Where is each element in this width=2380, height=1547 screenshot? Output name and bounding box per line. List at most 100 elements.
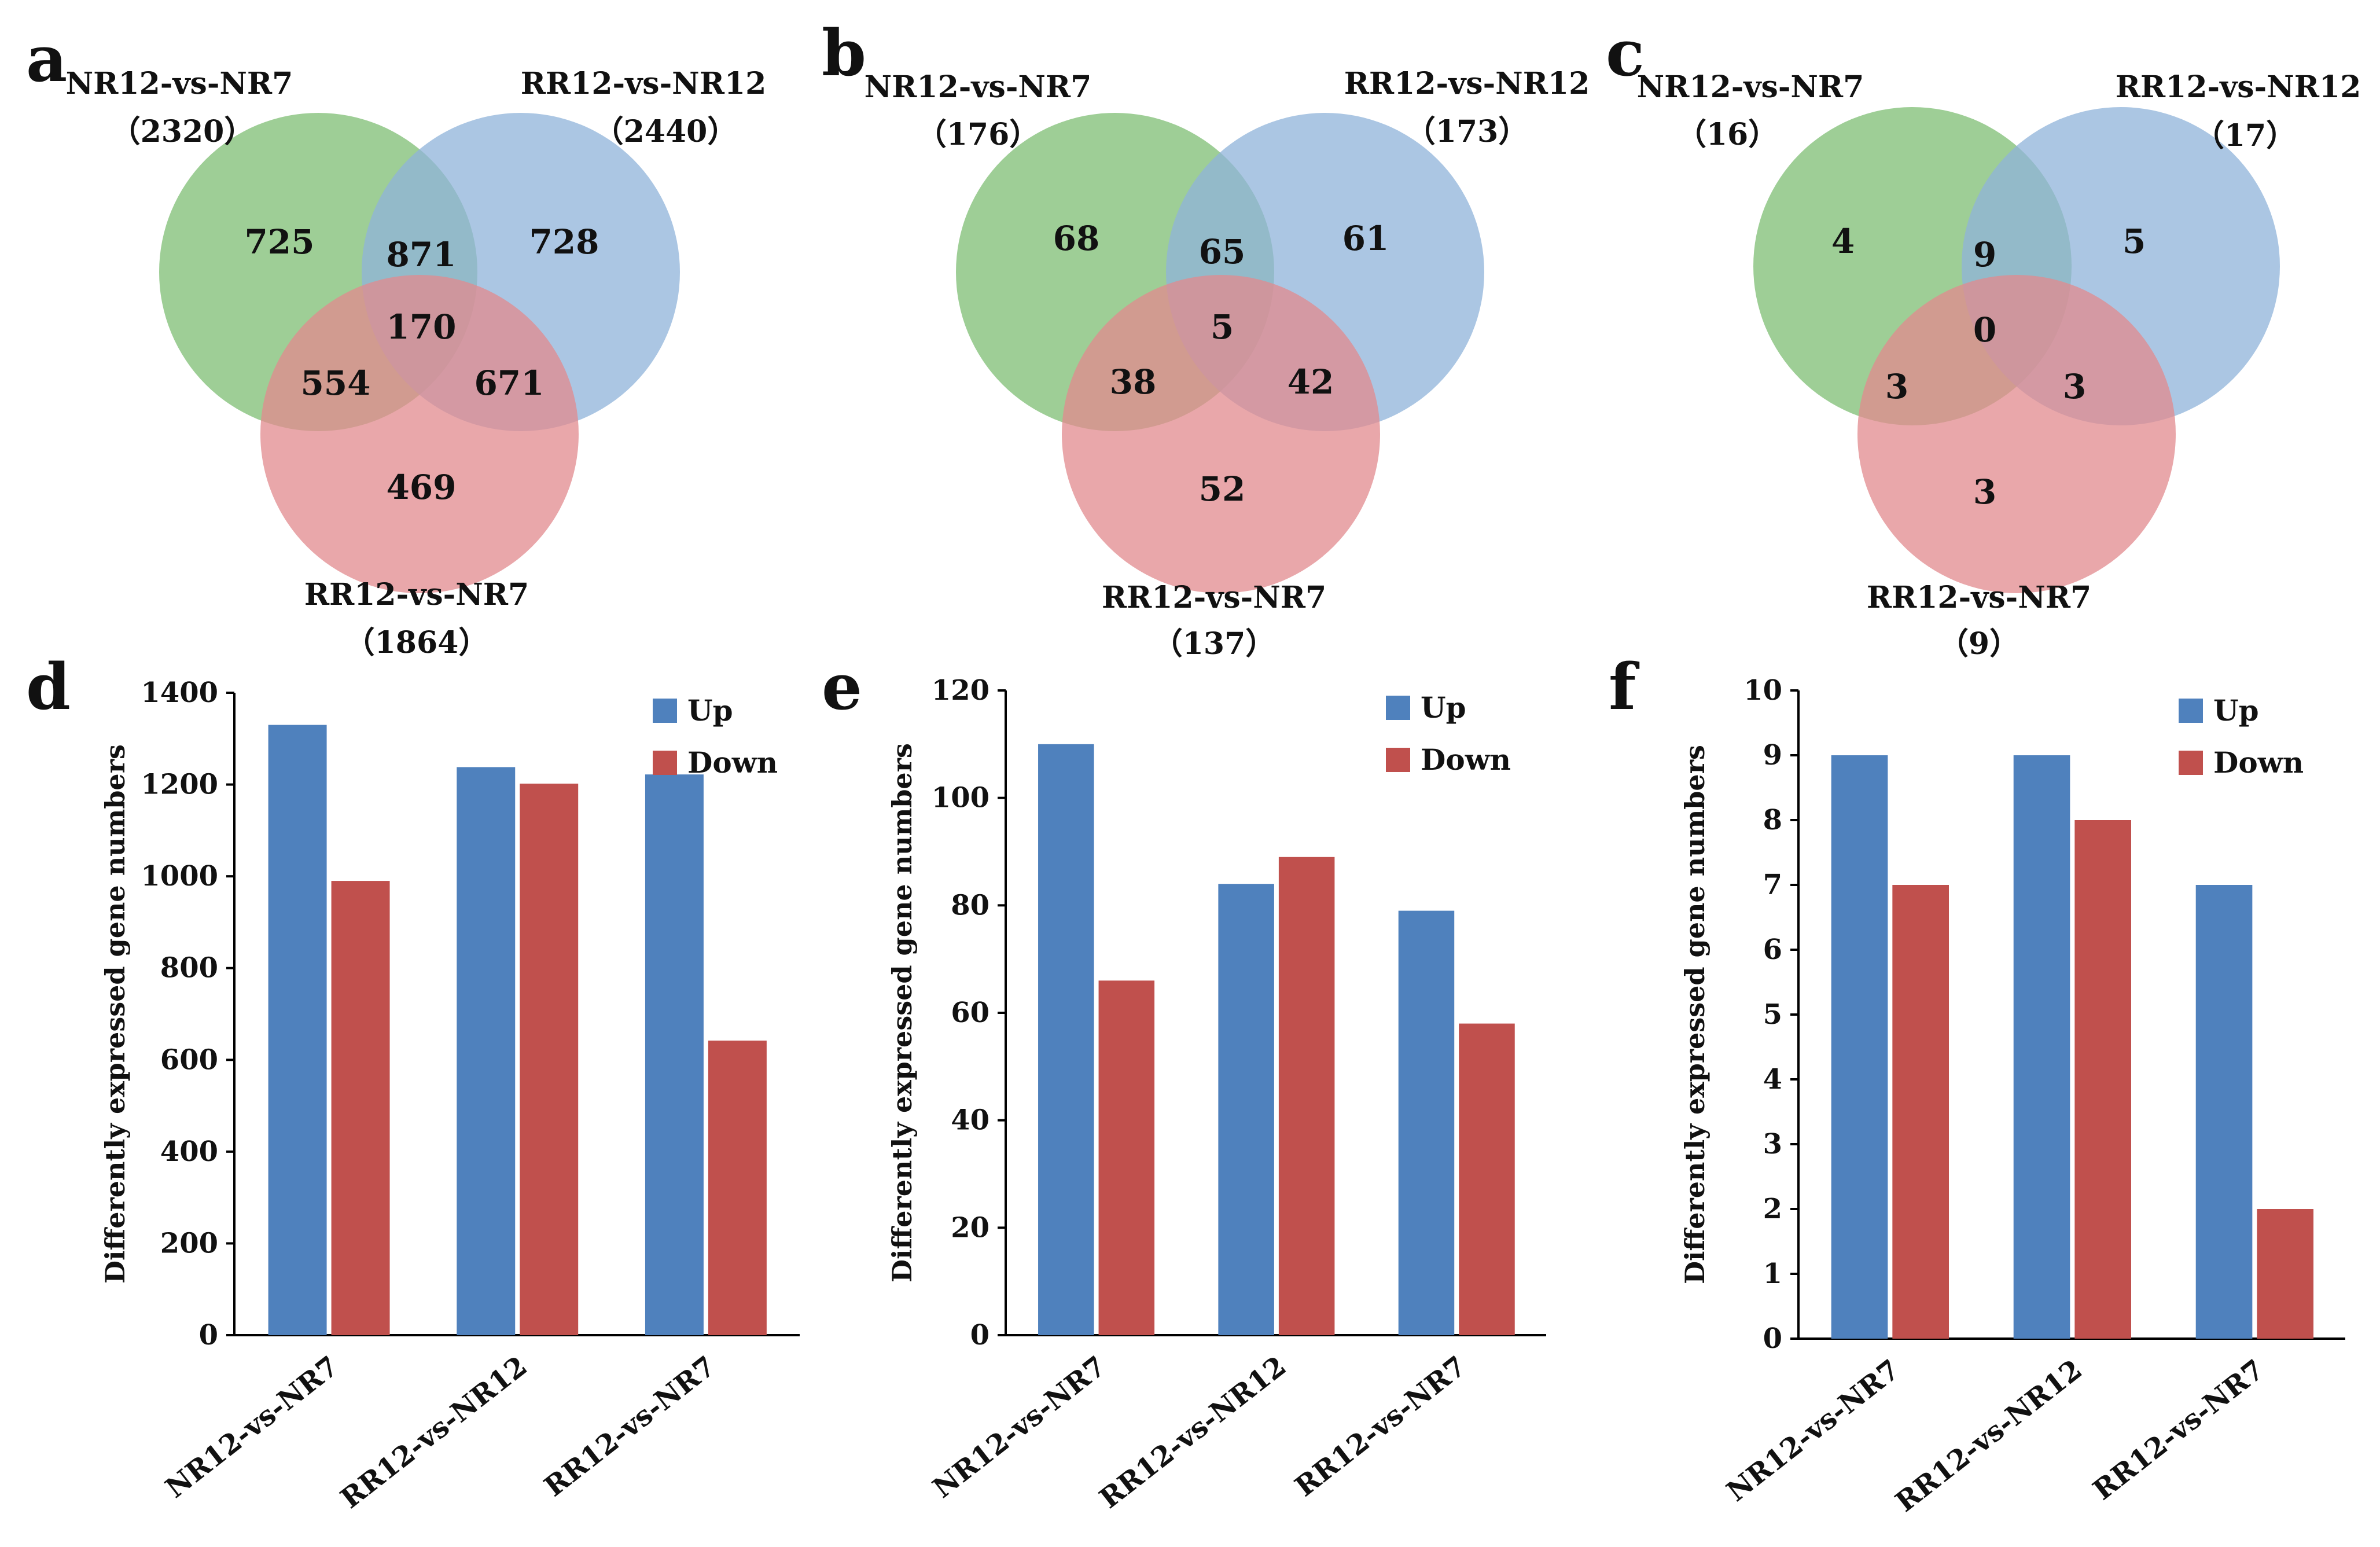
legend-swatch-down	[2179, 751, 2203, 775]
legend-label-up: Up	[1421, 690, 1466, 725]
y-tick-label: 1000	[141, 860, 218, 892]
venn-a-panel-letter: a	[26, 21, 67, 96]
y-tick-label: 800	[160, 952, 218, 984]
legend-label-down: Down	[2213, 745, 2304, 780]
venn-b-set-a-total: （176）	[917, 117, 1040, 152]
venn-b-region-ac: 38	[1110, 362, 1157, 402]
venn-b-set-c-total: （137）	[1153, 626, 1276, 662]
venn-b-region-ab: 65	[1199, 232, 1246, 271]
bar-down-nr12-vs-nr7	[331, 881, 390, 1335]
venn-a-set-b-name: RR12-vs-NR12	[521, 66, 767, 101]
bar-down-rr12-vs-nr12	[1278, 857, 1335, 1335]
venn-a-set-b-total: （2440）	[594, 114, 738, 149]
venn-b-region-c-only: 52	[1199, 469, 1246, 509]
y-tick-label: 4	[1763, 1063, 1782, 1096]
legend-swatch-up	[653, 699, 677, 723]
venn-a-set-a-total: （2320）	[111, 114, 255, 149]
venn-a-circle-set-c	[260, 275, 579, 593]
bar-up-nr12-vs-nr7	[268, 725, 327, 1335]
bar-down-rr12-vs-nr7	[1459, 1023, 1515, 1335]
y-tick-label: 5	[1763, 998, 1782, 1031]
venn-a-region-bc: 671	[474, 363, 544, 403]
venn-c-region-abc: 0	[1973, 310, 1996, 350]
y-tick-label: 7	[1763, 869, 1782, 901]
venn-panel-c: c NR12-vs-NR7 （16） RR12-vs-NR12 （17） RR1…	[1606, 16, 2361, 662]
y-tick-label: 80	[951, 889, 989, 921]
bar-up-rr12-vs-nr7	[645, 774, 704, 1335]
y-tick-label: 6	[1763, 934, 1782, 966]
legend-label-down: Down	[1421, 743, 1511, 777]
chart-e-panel-letter: e	[822, 649, 862, 724]
bar-up-nr12-vs-nr7	[1038, 744, 1094, 1335]
y-tick-label: 3	[1763, 1128, 1782, 1160]
legend-label-up: Up	[2213, 693, 2259, 727]
venn-c-region-bc: 3	[2063, 367, 2086, 406]
bar-up-rr12-vs-nr12	[457, 767, 516, 1335]
venn-c-set-c-total: （9）	[1938, 626, 2019, 662]
venn-b-region-b-only: 61	[1342, 219, 1389, 258]
chart-f-panel-letter: f	[1609, 649, 1640, 724]
venn-c-set-a-name: NR12-vs-NR7	[1637, 69, 1864, 105]
venn-c-set-c-name: RR12-vs-NR7	[1867, 580, 2091, 615]
venn-panel-a: a NR12-vs-NR7 （2320） RR12-vs-NR12 （2440）…	[26, 21, 766, 660]
venn-b-region-a-only: 68	[1053, 219, 1100, 258]
bar-chart-e: e 0 20 40 60 80 100 120 Differently expressed ge…	[822, 649, 1546, 1515]
y-tick-label: 600	[160, 1043, 218, 1076]
y-axis-label: Differently expressed gene numbers	[100, 744, 131, 1284]
venn-c-set-b-total: （17）	[2194, 118, 2296, 153]
y-axis-label: Differently expressed gene numbers	[886, 743, 918, 1283]
venn-c-region-ab: 9	[1973, 235, 1996, 274]
y-tick-label: 400	[160, 1136, 218, 1168]
venn-b-region-bc: 42	[1288, 362, 1334, 402]
venn-a-set-c-total: （1864）	[345, 625, 489, 660]
venn-b-set-b-name: RR12-vs-NR12	[1344, 66, 1590, 101]
venn-b-circle-set-c	[1062, 275, 1380, 593]
y-tick-label: 1200	[141, 769, 218, 801]
bar-down-rr12-vs-nr12	[520, 783, 579, 1335]
y-tick-label: 20	[951, 1211, 989, 1244]
legend-swatch-down	[653, 751, 677, 775]
venn-b-set-c-name: RR12-vs-NR7	[1102, 580, 1326, 615]
venn-c-region-ac: 3	[1885, 367, 1908, 406]
bar-up-rr12-vs-nr7	[1398, 910, 1455, 1335]
venn-c-set-a-total: （16）	[1676, 117, 1778, 152]
venn-a-region-ac: 554	[300, 363, 370, 403]
y-tick-label: 1400	[141, 677, 218, 709]
venn-a-region-c-only: 469	[386, 468, 456, 507]
venn-a-region-ab: 871	[386, 235, 456, 274]
venn-b-set-b-total: （173）	[1406, 114, 1529, 149]
y-tick-label: 200	[160, 1227, 218, 1259]
venn-a-set-a-name: NR12-vs-NR7	[66, 66, 293, 101]
venn-b-panel-letter: b	[822, 16, 866, 90]
legend-label-up: Up	[687, 693, 733, 727]
bar-chart-d: d 0 200 400 600 800 1000 1200 1400 Differently ex…	[26, 649, 800, 1515]
bar-up-rr12-vs-nr12	[2013, 755, 2070, 1339]
legend-swatch-up	[2179, 699, 2203, 723]
venn-b-region-abc: 5	[1211, 307, 1234, 347]
chart-d-panel-letter: d	[26, 649, 71, 724]
legend-label-down: Down	[687, 745, 778, 780]
venn-a-set-c-name: RR12-vs-NR7	[304, 577, 529, 612]
venn-a-region-b-only: 728	[529, 222, 599, 262]
venn-c-set-b-name: RR12-vs-NR12	[2116, 69, 2361, 105]
y-tick-label: 100	[932, 782, 989, 814]
bar-down-rr12-vs-nr12	[2074, 820, 2131, 1339]
bar-up-rr12-vs-nr12	[1218, 884, 1274, 1335]
bar-down-rr12-vs-nr7	[708, 1040, 767, 1335]
venn-panel-b: b NR12-vs-NR7 （176） RR12-vs-NR12 （173） R…	[822, 16, 1590, 662]
legend-swatch-down	[1386, 748, 1410, 772]
y-tick-label: 10	[1743, 674, 1782, 707]
y-tick-label: 0	[1763, 1322, 1782, 1355]
venn-c-region-c-only: 3	[1973, 472, 1996, 512]
venn-c-circle-set-c	[1857, 275, 2176, 593]
bar-up-rr12-vs-nr7	[2195, 885, 2253, 1339]
y-tick-label: 1	[1763, 1258, 1782, 1290]
y-axis-label: Differently expressed gene numbers	[1679, 745, 1710, 1284]
legend-swatch-up	[1386, 696, 1410, 720]
y-tick-label: 60	[951, 997, 989, 1029]
bar-down-nr12-vs-nr7	[1098, 980, 1155, 1335]
y-tick-label: 120	[932, 674, 989, 707]
venn-c-region-b-only: 5	[2122, 222, 2146, 261]
bar-up-nr12-vs-nr7	[1831, 755, 1888, 1339]
bar-down-nr12-vs-nr7	[1892, 885, 1949, 1339]
